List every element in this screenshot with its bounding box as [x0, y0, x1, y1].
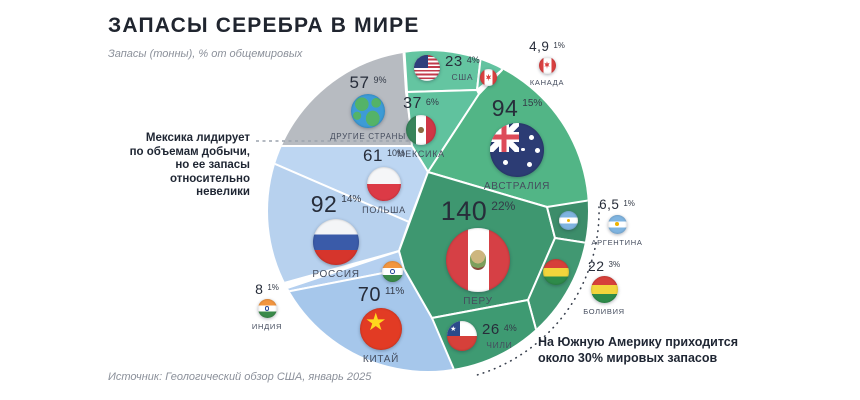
russia-flag-icon — [313, 219, 359, 265]
india-cell-flag-icon — [382, 261, 403, 282]
india-flag-icon — [257, 299, 277, 318]
india-name: ИНДИЯ — [251, 322, 283, 331]
poland-value: 61 — [363, 146, 383, 165]
canada-value: 4,9 — [529, 39, 550, 54]
argentina-value-row: 6,5 1% — [599, 198, 635, 212]
poland-name: ПОЛЬША — [362, 205, 406, 215]
australia-flag-icon — [490, 123, 544, 177]
canada-cell-flag-icon — [480, 69, 497, 86]
mexico-flag-icon — [406, 115, 436, 145]
russia-value-row: 92 14% — [311, 193, 362, 216]
peru-value: 140 — [440, 196, 488, 226]
country-mexico: 37 6% МЕКСИКА — [356, 96, 486, 160]
chile-flag-icon: ★ — [447, 321, 477, 351]
usa-percent: 4% — [466, 55, 480, 65]
others-value-row: 57 9% — [350, 74, 387, 91]
china-percent: 11% — [384, 286, 405, 297]
canada-flag-icon — [538, 56, 556, 74]
india-value: 8 — [255, 281, 264, 297]
country-india: 8 1% ИНДИЯ — [202, 282, 332, 331]
others-value: 57 — [349, 73, 370, 92]
poland-percent: 10% — [386, 148, 405, 158]
page-title: Запасы серебра в мире — [108, 14, 420, 37]
others-name: ДРУГИЕ СТРАНЫ — [330, 132, 406, 141]
bolivia-percent: 3% — [608, 260, 621, 269]
south-america-annotation: На Южную Америку приходится около 30% ми… — [538, 335, 739, 365]
canada-name: КАНАДА — [529, 77, 565, 87]
others-percent: 9% — [373, 75, 387, 85]
australia-value: 94 — [491, 95, 519, 121]
usa-name: США — [451, 72, 474, 82]
country-chile: ★ 26 4% ЧИЛИ — [447, 321, 517, 351]
argentina-name: АРГЕНТИНА — [591, 237, 643, 247]
south-america-group-arc — [476, 206, 600, 376]
usa-flag-icon — [414, 55, 440, 81]
globe-icon — [351, 94, 385, 128]
country-bolivia: 22 3% БОЛИВИЯ — [539, 259, 669, 316]
mexico-value: 37 — [403, 95, 422, 112]
india-value-row: 8 1% — [255, 282, 279, 296]
peru-flag-icon — [446, 228, 510, 292]
country-poland: 61 10% ПОЛЬША — [319, 147, 449, 215]
chile-value: 26 — [482, 321, 500, 338]
russia-value: 92 — [310, 191, 338, 217]
country-others: 57 9% ДРУГИЕ СТРАНЫ — [303, 74, 433, 141]
poland-flag-icon — [367, 167, 401, 201]
chile-name: ЧИЛИ — [486, 340, 513, 350]
usa-value: 23 — [445, 53, 463, 70]
russia-name: РОССИЯ — [312, 269, 360, 280]
argentina-cell-flag-icon — [559, 211, 578, 230]
bolivia-name: БОЛИВИЯ — [583, 307, 625, 316]
china-name: КИТАЙ — [362, 354, 400, 365]
china-value-row: 70 11% — [358, 285, 405, 305]
peru-name: ПЕРУ — [463, 296, 493, 307]
poland-value-row: 61 10% — [363, 147, 405, 164]
source-caption: Источник: Геологический обзор США, январ… — [108, 371, 372, 383]
canada-value-row: 4,9 1% — [529, 40, 565, 54]
india-percent: 1% — [267, 283, 279, 292]
mexico-percent: 6% — [425, 97, 439, 107]
country-canada: 4,9 1% КАНАДА — [482, 40, 612, 87]
australia-value-row: 94 15% — [492, 97, 543, 120]
bolivia-value: 22 — [587, 258, 605, 274]
chile-value-row: 26 4% — [482, 322, 517, 337]
country-peru: 140 22% ПЕРУ — [413, 198, 543, 308]
argentina-flag-icon — [607, 214, 627, 234]
country-china: 70 11% ★ КИТАЙ — [316, 285, 446, 365]
peru-percent: 22% — [491, 199, 516, 213]
country-russia: 92 14% РОССИЯ — [271, 193, 401, 281]
argentina-value: 6,5 — [599, 197, 620, 212]
bolivia-value-row: 22 3% — [588, 259, 620, 273]
country-australia: 94 15% АВСТРАЛИЯ — [452, 97, 582, 193]
peru-value-row: 140 22% — [441, 198, 516, 225]
australia-name: АВСТРАЛИЯ — [483, 181, 551, 192]
usa-value-row: 23 4% — [445, 54, 480, 69]
china-flag-icon: ★ — [360, 308, 402, 350]
bolivia-cell-flag-icon — [543, 259, 569, 285]
mexico-name: МЕКСИКА — [397, 149, 445, 159]
argentina-percent: 1% — [623, 199, 635, 208]
chile-percent: 4% — [503, 323, 517, 333]
chart-subtitle: Запасы (тонны), % от общемировых — [108, 48, 303, 60]
country-argentina: 6,5 1% АРГЕНТИНА — [552, 198, 682, 247]
mexico-annotation: Мексика лидирует по объемам добычи, но е… — [129, 132, 250, 198]
mexico-value-row: 37 6% — [403, 96, 439, 112]
country-usa: 23 4% США — [414, 54, 480, 82]
bolivia-flag-icon — [590, 276, 618, 303]
australia-percent: 15% — [522, 98, 543, 109]
canada-percent: 1% — [553, 41, 565, 50]
russia-percent: 14% — [341, 194, 362, 205]
china-value: 70 — [357, 284, 381, 306]
